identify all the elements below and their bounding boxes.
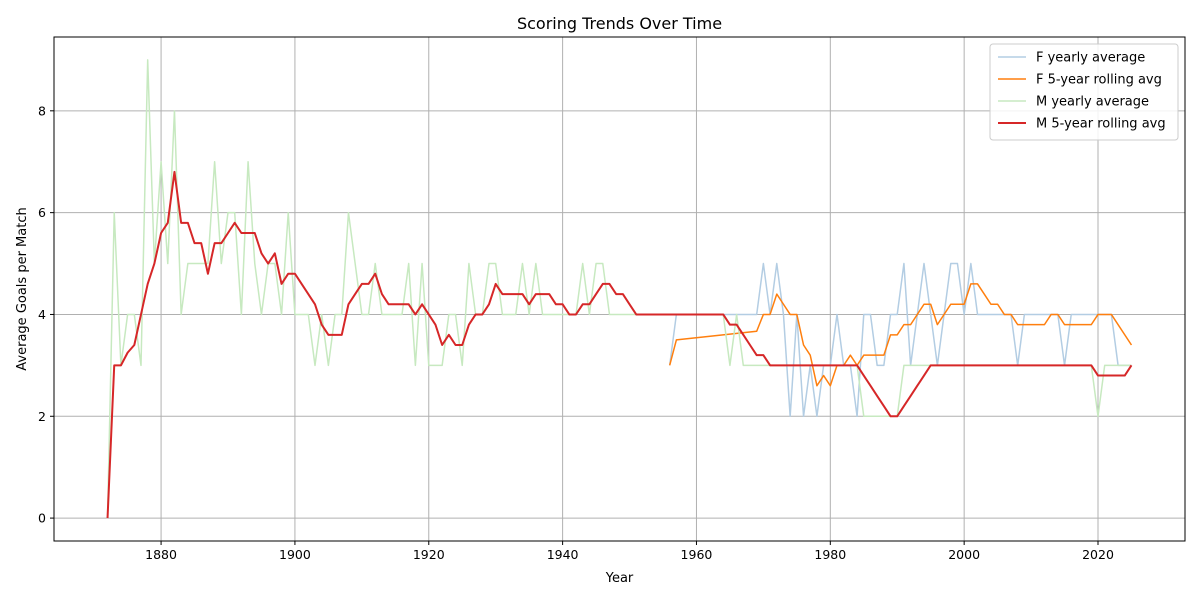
legend-label-f-5-year-rolling-avg: F 5-year rolling avg bbox=[1036, 73, 1162, 88]
legend-label-m-5-year-rolling-avg: M 5-year rolling avg bbox=[1036, 117, 1166, 132]
legend: F yearly average F 5-year rolling avg M ye… bbox=[989, 43, 1179, 141]
legend-box bbox=[989, 43, 1179, 141]
plot-frame bbox=[53, 36, 1186, 542]
x-tick-label: 1900 bbox=[279, 547, 311, 562]
x-tick-label: 2000 bbox=[948, 547, 980, 562]
series-lines bbox=[106, 59, 1133, 519]
x-tick-label: 1920 bbox=[413, 547, 445, 562]
series-line-m-yearly-average bbox=[106, 59, 1132, 519]
legend-label-m-yearly-average: M yearly average bbox=[1036, 95, 1149, 110]
x-tick-label: 1980 bbox=[814, 547, 846, 562]
series-line-f-5-year-rolling-avg bbox=[668, 283, 1133, 387]
x-tick-label: 1960 bbox=[681, 547, 713, 562]
y-tick-label: 6 bbox=[38, 205, 46, 220]
x-tick-label: 1880 bbox=[145, 547, 177, 562]
y-axis-label: Average Goals per Match bbox=[15, 207, 30, 370]
y-tick-label: 8 bbox=[38, 103, 46, 118]
legend-label-f-yearly-average: F yearly average bbox=[1036, 51, 1145, 66]
y-tick-label: 2 bbox=[38, 409, 46, 424]
chart-title: Scoring Trends Over Time bbox=[517, 14, 722, 33]
x-tick-label: 2020 bbox=[1082, 547, 1114, 562]
x-axis-label: Year bbox=[605, 571, 634, 586]
x-tick-label: 1940 bbox=[547, 547, 579, 562]
axis-ticks: 1880 1900 1920 1940 1960 1980 2000 2020 0 2 4 6 8 bbox=[38, 103, 1114, 562]
y-tick-label: 4 bbox=[38, 307, 46, 322]
series-line-m-5-year-rolling-avg bbox=[106, 170, 1133, 519]
y-tick-label: 0 bbox=[38, 511, 46, 526]
